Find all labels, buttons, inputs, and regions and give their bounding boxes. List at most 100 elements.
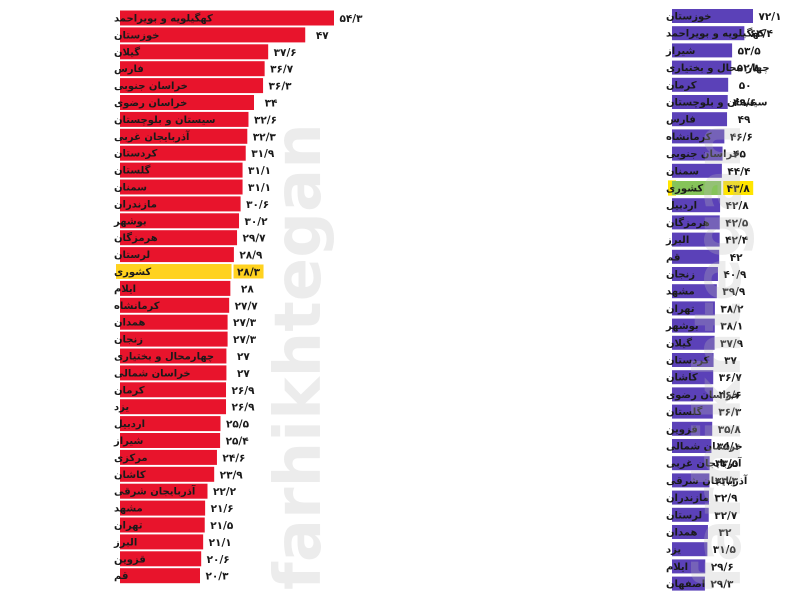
bar-row: آذربایجان غربی ۳۲/۳ bbox=[114, 128, 276, 144]
bar-row: سیستان و بلوچستان ۳۲/۶ bbox=[114, 111, 277, 127]
bar-row: هرمزگان ۴۲/۵ bbox=[666, 215, 749, 230]
bar-row: کهگیلویه و بویراحمد ۵۴/۳ bbox=[114, 10, 363, 26]
category-label: اصفهان bbox=[666, 579, 705, 590]
bar-row: اردبیل ۴۲/۸ bbox=[666, 198, 750, 213]
category-label: چهار محال و بختیاری bbox=[666, 63, 770, 74]
value-label: ۲۵/۴ bbox=[226, 436, 250, 448]
bar bbox=[672, 421, 713, 436]
value-label: ۴۰/۹ bbox=[723, 269, 747, 281]
national-value-highlight bbox=[723, 181, 754, 195]
bar-row: یزد ۳۱/۵ bbox=[666, 542, 737, 557]
value-label: ۶۴/۴ bbox=[750, 28, 774, 40]
value-label: ۳۱/۹ bbox=[251, 148, 275, 160]
value-label: ۳۲/۶ bbox=[254, 114, 277, 126]
category-label: بوشهر bbox=[665, 321, 699, 332]
national-value-highlight bbox=[233, 264, 264, 279]
category-label: گیلان bbox=[114, 45, 140, 58]
value-label: ۲۷/۳ bbox=[233, 317, 257, 329]
value-label: ۵۰ bbox=[739, 80, 752, 92]
category-label: گلستان bbox=[666, 405, 703, 418]
value-label: ۳۲ bbox=[719, 527, 732, 539]
category-label: مرکزی bbox=[114, 453, 148, 464]
bar bbox=[672, 404, 713, 419]
category-label: گلستان bbox=[114, 164, 151, 177]
value-label: ۴۲/۴ bbox=[725, 235, 749, 247]
category-label: کرمانشاه bbox=[666, 132, 712, 143]
value-label: ۴۵ bbox=[733, 149, 746, 161]
bar bbox=[120, 44, 269, 60]
value-label: ۳۶/۳ bbox=[269, 81, 293, 93]
category-label: آذربایجان غربی bbox=[114, 130, 190, 143]
bar bbox=[672, 9, 753, 23]
bar-row: مازندران ۳۲/۹ bbox=[666, 490, 738, 505]
category-label: شیراز bbox=[665, 46, 695, 57]
bar-row: قزوین ۳۵/۸ bbox=[666, 421, 741, 436]
bar-row: قزوین ۲۰/۶ bbox=[114, 551, 230, 567]
bar-row: چهارمحال و بختیاری ۲۷ bbox=[114, 348, 250, 364]
value-label: ۳۱/۱ bbox=[248, 165, 271, 177]
category-label: کهگیلویه و بویراحمد bbox=[666, 27, 765, 40]
value-label: ۳۲/۹ bbox=[714, 493, 738, 505]
bar bbox=[120, 196, 241, 212]
value-label: ۴۹ bbox=[738, 114, 751, 126]
category-label: همدان bbox=[666, 528, 697, 539]
bar bbox=[120, 449, 217, 465]
bar bbox=[120, 331, 228, 347]
bar bbox=[672, 559, 706, 574]
bar bbox=[120, 348, 227, 364]
category-label: تهران bbox=[114, 521, 143, 532]
bar-row: فارس ۴۹ bbox=[666, 112, 751, 127]
bar bbox=[672, 318, 715, 333]
category-label: ایلام bbox=[666, 562, 688, 573]
category-label: خراسان رضوی bbox=[666, 390, 739, 401]
value-label: ۳۷ bbox=[724, 355, 737, 367]
category-label: لرستان bbox=[114, 250, 150, 261]
category-label: ایلام bbox=[114, 284, 136, 295]
bar bbox=[672, 43, 733, 58]
bar bbox=[120, 247, 234, 263]
bar-row: کردستان ۳۱/۹ bbox=[114, 145, 275, 161]
bar bbox=[120, 382, 227, 398]
bar-row: تهران ۲۱/۵ bbox=[114, 517, 234, 533]
value-label: ۴۲/۵ bbox=[725, 217, 749, 229]
bar-row: مازندران ۳۰/۶ bbox=[114, 196, 269, 212]
value-label: ۳۰/۲ bbox=[244, 216, 268, 228]
bar bbox=[120, 433, 221, 448]
value-label: ۲۶/۹ bbox=[231, 385, 255, 397]
bar-row: خوزستان ۷۲/۱ bbox=[666, 9, 782, 23]
bar bbox=[120, 213, 240, 229]
bar bbox=[672, 353, 714, 367]
value-label: ۴۲/۸ bbox=[726, 200, 750, 212]
bar bbox=[672, 215, 720, 230]
value-label: ۳۶/۷ bbox=[270, 64, 294, 76]
value-label: ۲۰/۳ bbox=[205, 571, 229, 583]
value-label: ۴۹/۶ bbox=[733, 97, 756, 109]
bar bbox=[120, 280, 231, 296]
bar bbox=[120, 111, 249, 127]
bar bbox=[672, 542, 708, 557]
bar-row: مشهد ۲۱/۶ bbox=[114, 500, 234, 516]
value-label: ۳۱/۵ bbox=[713, 544, 737, 556]
value-label: ۲۷/۷ bbox=[235, 300, 259, 312]
category-label: مشهد bbox=[114, 504, 143, 515]
category-label: شیراز bbox=[113, 436, 143, 447]
category-label: خراسان شمالی bbox=[666, 442, 743, 453]
bar bbox=[672, 473, 710, 488]
bar bbox=[120, 483, 208, 499]
value-label: ۳۶/۶ bbox=[719, 389, 742, 401]
category-label: مازندران bbox=[666, 493, 709, 504]
value-label: ۴۳/۸ bbox=[727, 183, 751, 195]
category-label: کهگیلویه و بویراحمد bbox=[114, 12, 213, 25]
value-label: ۳۸/۱ bbox=[720, 321, 743, 333]
category-label: آذربایجان شرقی bbox=[666, 474, 748, 487]
bar-row: تهران ۳۸/۲ bbox=[666, 301, 744, 316]
value-label: ۴۴/۴ bbox=[727, 166, 751, 178]
value-label: ۲۵/۵ bbox=[226, 419, 250, 431]
bar bbox=[120, 230, 238, 246]
chart-panel-left: کهگیلویه و بویراحمد ۵۴/۳ خوزستان ۴۷ گیلان ۳۷/… bbox=[0, 0, 390, 600]
bar bbox=[672, 267, 718, 281]
value-label: ۴۲ bbox=[730, 252, 743, 264]
category-label: مازندران bbox=[114, 199, 157, 210]
